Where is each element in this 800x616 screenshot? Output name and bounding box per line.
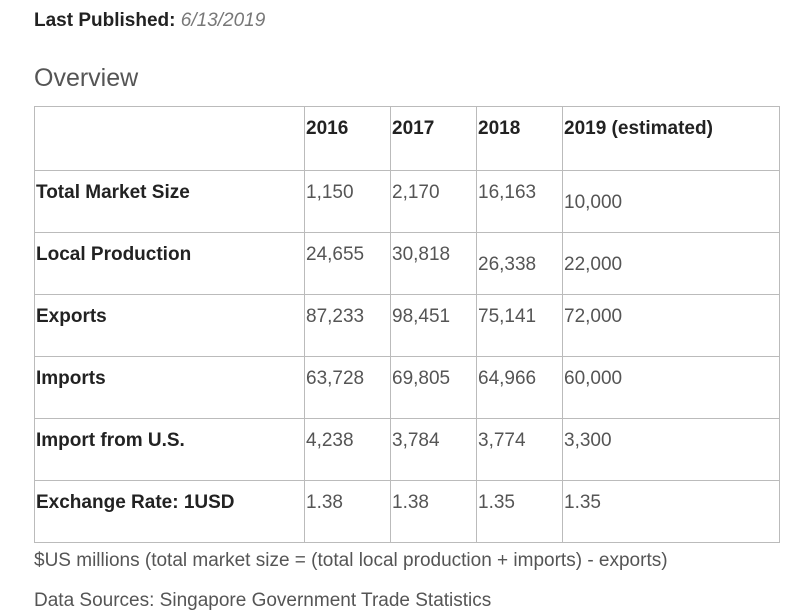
table-row: Import from U.S. 4,238 3,784 3,774 3,300 (34, 418, 780, 481)
table-cell: 60,000 (562, 356, 780, 419)
note-units: $US millions (total market size = (total… (34, 550, 668, 571)
table-cell: 3,784 (390, 418, 477, 481)
table-cell: 64,966 (476, 356, 563, 419)
table-cell: 1,150 (304, 170, 391, 233)
table-cell: 75,141 (476, 294, 563, 357)
table-cell: Total Market Size (34, 170, 305, 233)
publish-line: Last Published: 6/13/2019 (34, 10, 265, 32)
table-row: Total Market Size 1,150 2,170 16,163 10,000 (34, 170, 780, 233)
table-cell: 16,163 (476, 170, 563, 233)
table-cell: Local Production (34, 232, 305, 295)
table-cell: Imports (34, 356, 305, 419)
table-cell: 30,818 (390, 232, 477, 295)
table-cell: Exports (34, 294, 305, 357)
table-cell: Import from U.S. (34, 418, 305, 481)
table-cell: 2,170 (390, 170, 477, 233)
table-cell: 1.35 (562, 480, 780, 543)
table-cell: 2016 (304, 106, 391, 171)
table-cell: 3,300 (562, 418, 780, 481)
table-row: Exchange Rate: 1USD 1.38 1.38 1.35 1.35 (34, 480, 780, 543)
publish-label: Last Published: (34, 10, 176, 31)
table-cell: 3,774 (476, 418, 563, 481)
table-cell: 1.38 (390, 480, 477, 543)
table-cell: Exchange Rate: 1USD (34, 480, 305, 543)
table-cell: 24,655 (304, 232, 391, 295)
table-cell: 87,233 (304, 294, 391, 357)
table-cell: 1.35 (476, 480, 563, 543)
section-title: Overview (34, 64, 139, 92)
table-cell: 10,000 (562, 170, 780, 233)
header-row: 2016 2017 2018 2019 (estimated) (34, 106, 780, 171)
table-cell: 69,805 (390, 356, 477, 419)
table-cell: 2017 (390, 106, 477, 171)
table-cell: 98,451 (390, 294, 477, 357)
table-cell: 4,238 (304, 418, 391, 481)
table-cell: 2019 (estimated) (562, 106, 780, 171)
table-cell: 72,000 (562, 294, 780, 357)
table-row: Imports 63,728 69,805 64,966 60,000 (34, 356, 780, 419)
note-source: Data Sources: Singapore Government Trade… (34, 590, 492, 611)
table-cell (34, 106, 305, 171)
table-cell: 22,000 (562, 232, 780, 295)
overview-table: 2016 2017 2018 2019 (estimated) Total Market… (34, 106, 780, 543)
table-cell: 63,728 (304, 356, 391, 419)
publish-date: 6/13/2019 (180, 10, 266, 31)
table-cell: 2018 (476, 106, 563, 171)
table-row: Exports 87,233 98,451 75,141 72,000 (34, 294, 780, 357)
table-row: Local Production 24,655 30,818 26,338 22,000 (34, 232, 780, 295)
table-cell: 26,338 (476, 232, 563, 295)
table-cell: 1.38 (304, 480, 391, 543)
